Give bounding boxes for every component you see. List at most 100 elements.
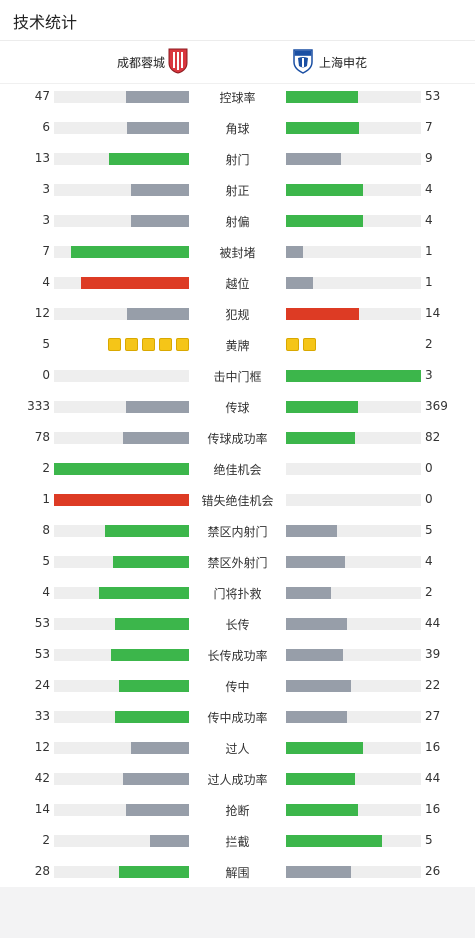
stat-row: 12 过人 16 [0,732,475,763]
stat-label: 过人成功率 [207,773,268,787]
away-stat-value: 4 [425,182,433,196]
home-stat-bar-fill [109,153,189,165]
stat-label: 越位 [225,277,250,291]
home-stat-bar [54,370,189,382]
stat-label: 射偏 [225,215,250,229]
home-stat-bar [54,680,189,692]
away-stat-bar [286,804,421,816]
stat-label: 被封堵 [219,246,256,260]
away-stat-bar-fill [286,866,351,878]
away-stat-value: 2 [425,585,433,599]
stat-label: 射门 [225,153,250,167]
home-stat-bar [54,432,189,444]
away-stat-bar-fill [286,649,343,661]
home-stat-bar-fill [54,494,189,506]
away-stat-bar-fill [286,246,303,258]
away-stat-bar-fill [286,91,358,103]
away-stat-value: 27 [425,709,441,723]
stat-row: 47 控球率 53 [0,81,475,112]
away-stat-value: 5 [425,833,433,847]
stat-label: 控球率 [219,91,256,105]
away-stat-value: 5 [425,523,433,537]
away-stat-bar-fill [286,401,358,413]
away-stat-value: 0 [425,461,433,475]
away-stat-bar [286,184,421,196]
stat-label: 绝佳机会 [213,463,262,477]
home-stat-bar [54,277,189,289]
stat-label: 传中 [225,680,250,694]
home-stat-value: 5 [42,554,50,568]
shanghai-shenhua-crest-icon[interactable] [292,48,314,74]
home-stat-bar [54,556,189,568]
stat-row: 333 传球 369 [0,391,475,422]
away-stat-value: 1 [425,244,433,258]
stat-row: 5 黄牌 2 [0,329,475,360]
home-stat-value: 8 [42,523,50,537]
stat-row: 24 传中 22 [0,670,475,701]
away-stat-bar [286,711,421,723]
home-stat-value: 3 [42,182,50,196]
stat-row: 53 长传 44 [0,608,475,639]
chengdu-rongcheng-crest-icon[interactable] [167,48,189,74]
away-stat-value: 44 [425,771,441,785]
away-stat-bar [286,277,421,289]
home-stat-bar-fill [54,463,189,475]
home-stat-bar [54,866,189,878]
yellow-card-icon [108,338,121,351]
yellow-card-icon [176,338,189,351]
home-stat-bar-fill [71,246,189,258]
home-stat-bar [54,618,189,630]
home-stat-value: 6 [42,120,50,134]
home-stat-bar-fill [131,215,189,227]
away-stat-bar [286,556,421,568]
home-stat-value: 0 [42,368,50,382]
stat-row: 4 越位 1 [0,267,475,298]
home-stat-bar [54,649,189,661]
home-stat-bar [54,711,189,723]
home-stat-value: 78 [34,430,50,444]
stat-row: 2 绝佳机会 0 [0,453,475,484]
home-stat-value: 7 [42,244,50,258]
home-stat-value: 4 [42,585,50,599]
home-stat-bar-fill [99,587,189,599]
away-stat-value: 1 [425,275,433,289]
home-stat-bar [54,184,189,196]
away-stat-bar [286,463,421,475]
stat-row: 5 禁区外射门 4 [0,546,475,577]
away-team-name[interactable]: 上海申花 [319,56,368,70]
yellow-card-icon [303,338,316,351]
stat-label: 拦截 [225,835,250,849]
stats-header: 技术统计 [0,0,475,41]
yellow-card-icon [159,338,172,351]
stat-row: 1 错失绝佳机会 0 [0,484,475,515]
away-stat-value: 3 [425,368,433,382]
away-stat-bar-fill [286,277,313,289]
away-stat-bar-fill [286,835,382,847]
home-stat-bar-fill [111,649,189,661]
stat-label: 抢断 [225,804,250,818]
away-stat-bar [286,401,421,413]
away-stat-bar [286,680,421,692]
home-stat-value: 2 [42,461,50,475]
home-stat-bar-fill [150,835,189,847]
stat-label: 门将扑救 [213,587,262,601]
home-yellow-cards [108,338,189,351]
away-stat-bar-fill [286,711,347,723]
away-stat-bar-fill [286,153,341,165]
away-stat-bar [286,649,421,661]
home-stat-value: 4 [42,275,50,289]
home-stat-bar-fill [131,742,189,754]
away-stat-value: 4 [425,554,433,568]
home-stat-bar [54,463,189,475]
yellow-card-icon [142,338,155,351]
away-stat-bar [286,835,421,847]
home-stat-bar [54,215,189,227]
away-stat-bar-fill [286,308,359,320]
away-stat-bar [286,215,421,227]
home-team-name[interactable]: 成都蓉城 [116,56,165,70]
stat-row: 53 长传成功率 39 [0,639,475,670]
home-stat-value: 53 [34,616,50,630]
home-stat-value: 3 [42,213,50,227]
stat-row: 7 被封堵 1 [0,236,475,267]
yellow-card-icon [125,338,138,351]
